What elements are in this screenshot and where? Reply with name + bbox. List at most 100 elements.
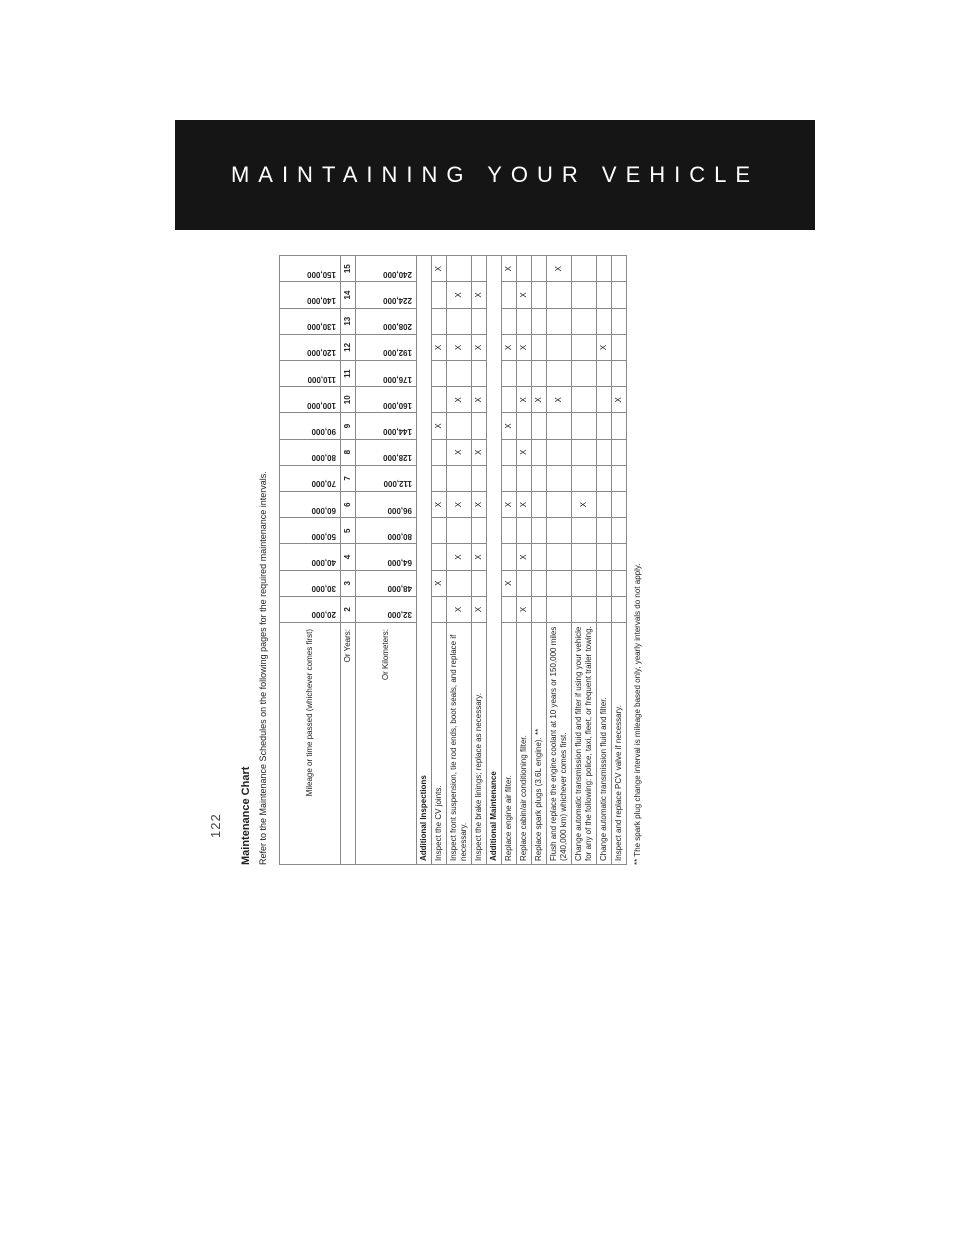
mark-cell [517, 308, 532, 334]
mark-cell [572, 413, 597, 439]
mark-cell [547, 544, 572, 570]
col-mileage: 140,000 [280, 282, 341, 308]
mark-cell [472, 465, 487, 491]
mark-cell: X [472, 334, 487, 360]
mark-cell [517, 256, 532, 282]
mark-cell [532, 570, 547, 596]
col-year: 12 [341, 334, 356, 360]
mark-cell [472, 413, 487, 439]
row-description: Replace cabin/air conditioning filter. [517, 623, 532, 865]
table-body: Additional InspectionsInspect the CV joi… [417, 256, 627, 865]
col-mileage: 30,000 [280, 570, 341, 596]
mark-cell [547, 308, 572, 334]
col-km: 64,000 [356, 544, 417, 570]
mark-cell: X [517, 439, 532, 465]
mark-cell [612, 518, 627, 544]
row-description: Flush and replace the engine coolant at … [547, 623, 572, 865]
col-mileage: 120,000 [280, 334, 341, 360]
mark-cell: X [432, 492, 447, 518]
mark-cell: X [432, 256, 447, 282]
col-year: 10 [341, 387, 356, 413]
col-km: 144,000 [356, 413, 417, 439]
mark-cell: X [472, 439, 487, 465]
page-number: 122 [208, 813, 223, 838]
mark-cell: X [597, 334, 612, 360]
mark-cell [517, 465, 532, 491]
mark-cell: X [517, 492, 532, 518]
mark-cell [502, 360, 517, 386]
mark-cell [432, 596, 447, 622]
mark-cell [572, 387, 597, 413]
mark-cell [597, 439, 612, 465]
mark-cell: X [447, 387, 472, 413]
mark-cell: X [502, 570, 517, 596]
row-description: Change automatic transmission fluid and … [597, 623, 612, 865]
mark-cell [597, 282, 612, 308]
mark-cell [597, 492, 612, 518]
mark-cell [612, 465, 627, 491]
table-row: Inspect the brake linings; replace as ne… [472, 256, 487, 865]
mark-cell [547, 570, 572, 596]
mark-cell [572, 256, 597, 282]
col-km: 208,000 [356, 308, 417, 334]
mark-cell [472, 360, 487, 386]
maintenance-chart: Maintenance Chart Refer to the Maintenan… [240, 255, 643, 865]
mark-cell [572, 439, 597, 465]
col-year: 7 [341, 465, 356, 491]
mark-cell [597, 360, 612, 386]
col-year: 14 [341, 282, 356, 308]
col-km: 160,000 [356, 387, 417, 413]
section-banner-text: MAINTAINING YOUR VEHICLE [231, 162, 759, 188]
mark-cell [447, 360, 472, 386]
table-row: Flush and replace the engine coolant at … [547, 256, 572, 865]
mark-cell: X [612, 387, 627, 413]
mark-cell [532, 465, 547, 491]
mark-cell [547, 492, 572, 518]
mark-cell [572, 544, 597, 570]
col-year: 2 [341, 596, 356, 622]
mark-cell [572, 465, 597, 491]
col-mileage: 20,000 [280, 596, 341, 622]
mark-cell [547, 360, 572, 386]
col-km: 112,000 [356, 465, 417, 491]
mark-cell: X [517, 334, 532, 360]
mark-cell: X [472, 544, 487, 570]
mark-cell: X [502, 413, 517, 439]
mark-cell [612, 544, 627, 570]
mark-cell [502, 465, 517, 491]
col-mileage: 70,000 [280, 465, 341, 491]
mark-cell [432, 308, 447, 334]
header-row-mileage: Mileage or time passed (whichever comes … [280, 256, 341, 865]
mark-cell: X [502, 492, 517, 518]
mark-cell [502, 518, 517, 544]
col-mileage: 50,000 [280, 518, 341, 544]
mark-cell: X [532, 387, 547, 413]
col-mileage: 110,000 [280, 360, 341, 386]
mark-cell [612, 413, 627, 439]
section-banner: MAINTAINING YOUR VEHICLE [175, 120, 815, 230]
mark-cell [517, 570, 532, 596]
mark-cell [432, 439, 447, 465]
chart-subtitle: Refer to the Maintenance Schedules on th… [258, 255, 269, 865]
col-km: 240,000 [356, 256, 417, 282]
mark-cell [447, 413, 472, 439]
table-row: Inspect the CV joints.XXXXX [432, 256, 447, 865]
mark-cell [432, 465, 447, 491]
mark-cell [547, 518, 572, 544]
maintenance-table: Mileage or time passed (whichever comes … [279, 255, 627, 865]
mark-cell [432, 518, 447, 544]
col-km: 80,000 [356, 518, 417, 544]
col-year: 4 [341, 544, 356, 570]
table-row: Replace cabin/air conditioning filter. X X… [517, 256, 532, 865]
mark-cell [612, 596, 627, 622]
mark-cell [597, 465, 612, 491]
mark-cell [532, 308, 547, 334]
col-year: 8 [341, 439, 356, 465]
mark-cell [532, 518, 547, 544]
col-mileage: 90,000 [280, 413, 341, 439]
mark-cell [597, 413, 612, 439]
col-km: 32,000 [356, 596, 417, 622]
mark-cell [572, 360, 597, 386]
col-year: 15 [341, 256, 356, 282]
col-km: 176,000 [356, 360, 417, 386]
